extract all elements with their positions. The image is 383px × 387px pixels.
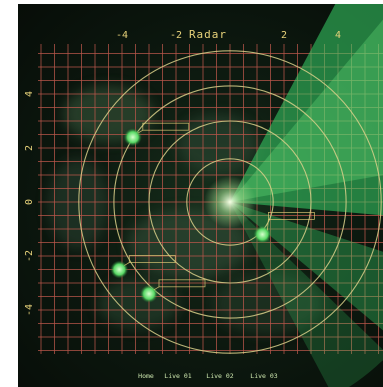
contact-leader-line xyxy=(267,219,269,231)
legend-item[interactable]: Live 02 xyxy=(206,372,233,380)
legend-item[interactable]: Live 03 xyxy=(250,372,277,380)
contact-blip[interactable] xyxy=(110,260,129,279)
y-tick-label: 0 xyxy=(24,199,35,205)
y-axis-ticks: 4 2 0 -2 -4 xyxy=(24,91,35,316)
radar-title: Radar xyxy=(189,28,227,41)
legend-item[interactable]: Home xyxy=(138,372,154,380)
range-ring xyxy=(78,50,382,354)
y-tick-label: -4 xyxy=(24,304,35,316)
range-ring xyxy=(113,85,347,319)
sweep-wedge xyxy=(230,19,383,202)
x-tick-label: -2 xyxy=(170,30,182,41)
contact-callout xyxy=(267,211,315,220)
contact-blip[interactable] xyxy=(140,284,158,303)
contact-blip[interactable] xyxy=(123,128,142,147)
legend-item[interactable]: Live 01 xyxy=(164,372,191,380)
contact-leader-line xyxy=(124,262,130,266)
contact-callout xyxy=(158,279,206,288)
bottom-legend: Home Live 01 Live 02 Live 03 xyxy=(138,372,278,380)
contact-leader-line xyxy=(153,286,160,291)
range-ring xyxy=(186,158,274,246)
x-tick-label: 2 xyxy=(281,30,287,41)
contact-callout xyxy=(142,122,190,131)
y-tick-label: -2 xyxy=(24,250,35,262)
sweep-wedge xyxy=(230,4,383,216)
range-ring xyxy=(148,120,312,284)
contact-leader-line xyxy=(137,129,144,134)
sweep-wedge xyxy=(230,202,383,387)
radar-sweep xyxy=(230,4,383,387)
range-rings xyxy=(78,50,382,354)
y-tick-label: 4 xyxy=(24,91,35,97)
contact-callout xyxy=(128,255,176,263)
radar-display[interactable]: Radar -4 -2 2 4 4 2 0 -2 -4 Home Live 01 Live 02 L… xyxy=(18,4,383,387)
x-axis-ticks: -4 -2 2 4 xyxy=(116,30,341,41)
contacts xyxy=(110,122,315,303)
x-tick-label: 4 xyxy=(335,30,341,41)
radar-center xyxy=(204,176,256,228)
x-tick-label: -4 xyxy=(116,30,128,41)
radar-screen: Radar -4 -2 2 4 4 2 0 -2 -4 Home Live 01 Live 02 L… xyxy=(18,4,383,387)
contact-blip[interactable] xyxy=(253,225,272,244)
y-tick-label: 2 xyxy=(24,145,35,151)
